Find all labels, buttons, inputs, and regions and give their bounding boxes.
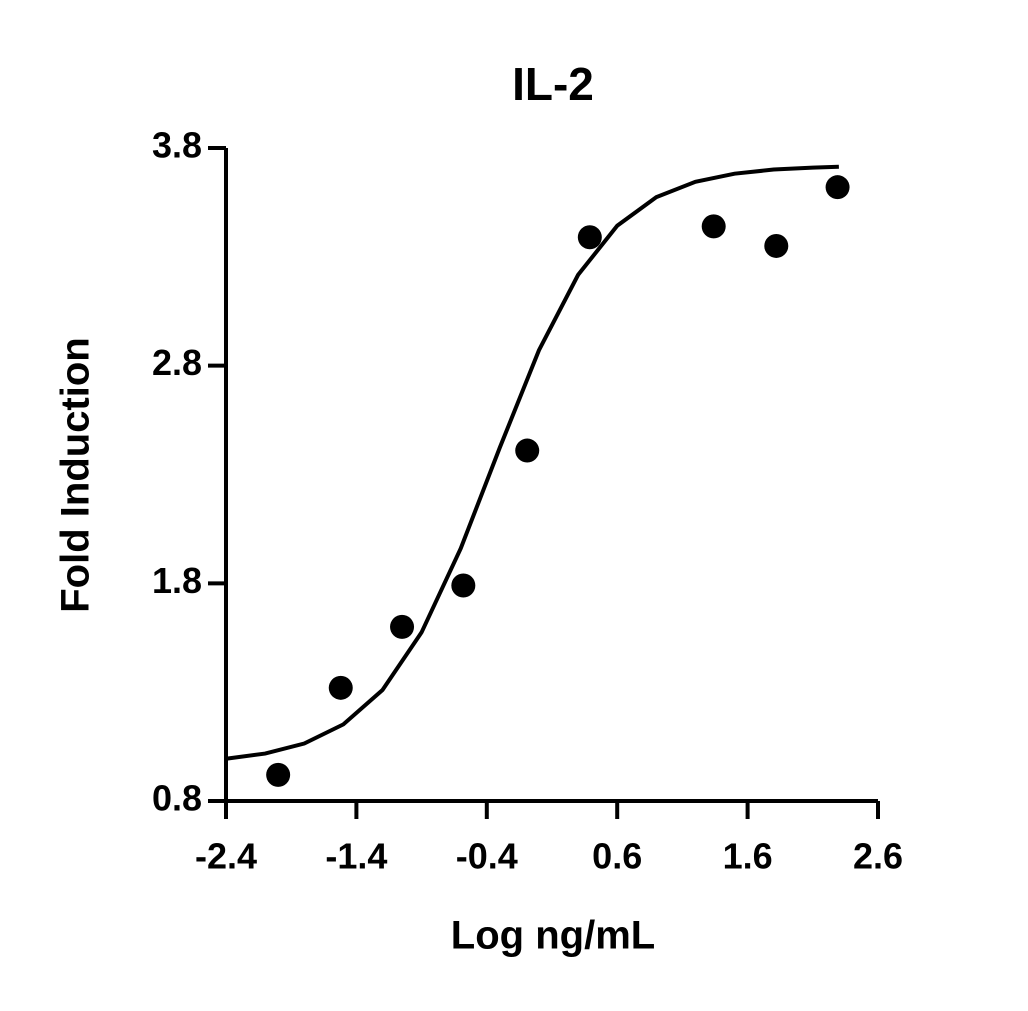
data-point	[515, 438, 540, 463]
x-tick-label: 2.6	[853, 836, 903, 877]
x-axis-label: Log ng/mL	[451, 914, 655, 958]
data-point	[577, 225, 602, 250]
x-tick-label: 1.6	[723, 836, 773, 877]
x-tick-label: 0.6	[592, 836, 642, 877]
data-point	[328, 675, 353, 700]
data-point	[701, 214, 726, 239]
data-point	[764, 233, 789, 258]
y-tick-label: 1.8	[152, 560, 202, 601]
y-tick-label: 3.8	[152, 125, 202, 166]
fit-curve	[225, 164, 839, 761]
y-tick-label: 2.8	[152, 342, 202, 383]
data-point	[825, 175, 850, 200]
data-point	[266, 762, 291, 787]
x-tick-label: -0.4	[456, 836, 518, 877]
y-tick-label: 0.8	[152, 778, 202, 819]
y-axis-label: Fold Induction	[54, 337, 98, 613]
data-point	[390, 614, 415, 639]
data-point	[451, 573, 476, 598]
chart-title: IL-2	[512, 58, 594, 110]
x-tick-label: -2.4	[195, 836, 257, 877]
x-tick-label: -1.4	[325, 836, 387, 877]
